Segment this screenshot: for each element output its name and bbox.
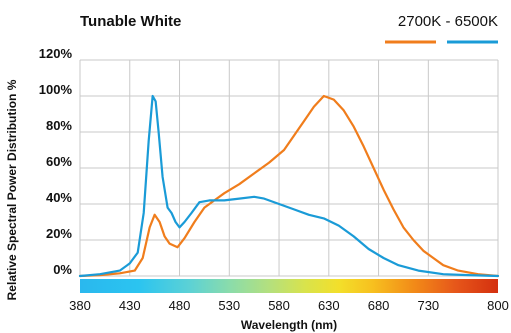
x-tick-label: 630	[318, 298, 340, 313]
y-tick-label: 80%	[46, 118, 72, 133]
legend-label-6500k: 6500K	[455, 13, 498, 30]
legend-label-2700k: 2700K	[398, 13, 441, 30]
y-tick-label: 100%	[39, 82, 73, 97]
y-tick-label: 0%	[53, 262, 72, 277]
grid	[79, 59, 499, 277]
y-tick-label: 120%	[39, 46, 73, 61]
y-tick-label: 20%	[46, 226, 72, 241]
legend-separator: -	[441, 13, 454, 30]
x-tick-label: 800	[487, 298, 509, 313]
y-tick-label: 40%	[46, 190, 72, 205]
y-tick-label: 60%	[46, 154, 72, 169]
y-tick-labels: 0% 20% 40% 60% 80% 100% 120%	[39, 46, 73, 277]
x-tick-label: 530	[218, 298, 240, 313]
series-line-2700k	[78, 94, 500, 278]
series-layer	[78, 94, 500, 278]
x-tick-label: 480	[169, 298, 191, 313]
x-tick-label: 380	[69, 298, 91, 313]
chart-title: Tunable White	[80, 13, 181, 30]
series-line-6500k	[78, 94, 500, 278]
x-tick-labels: 380 430 480 530 580 630 680 730 800	[69, 298, 509, 313]
legend: 2700K - 6500K	[385, 13, 498, 44]
x-tick-label: 680	[368, 298, 390, 313]
x-tick-label: 580	[268, 298, 290, 313]
legend-text: 2700K - 6500K	[398, 13, 498, 30]
spectrum-bar	[80, 279, 498, 293]
x-axis-label: Wavelength (nm)	[241, 318, 337, 332]
x-tick-label: 730	[417, 298, 439, 313]
x-tick-label: 430	[119, 298, 141, 313]
y-axis-label: Relative Spectral Power Distribution %	[5, 79, 19, 300]
